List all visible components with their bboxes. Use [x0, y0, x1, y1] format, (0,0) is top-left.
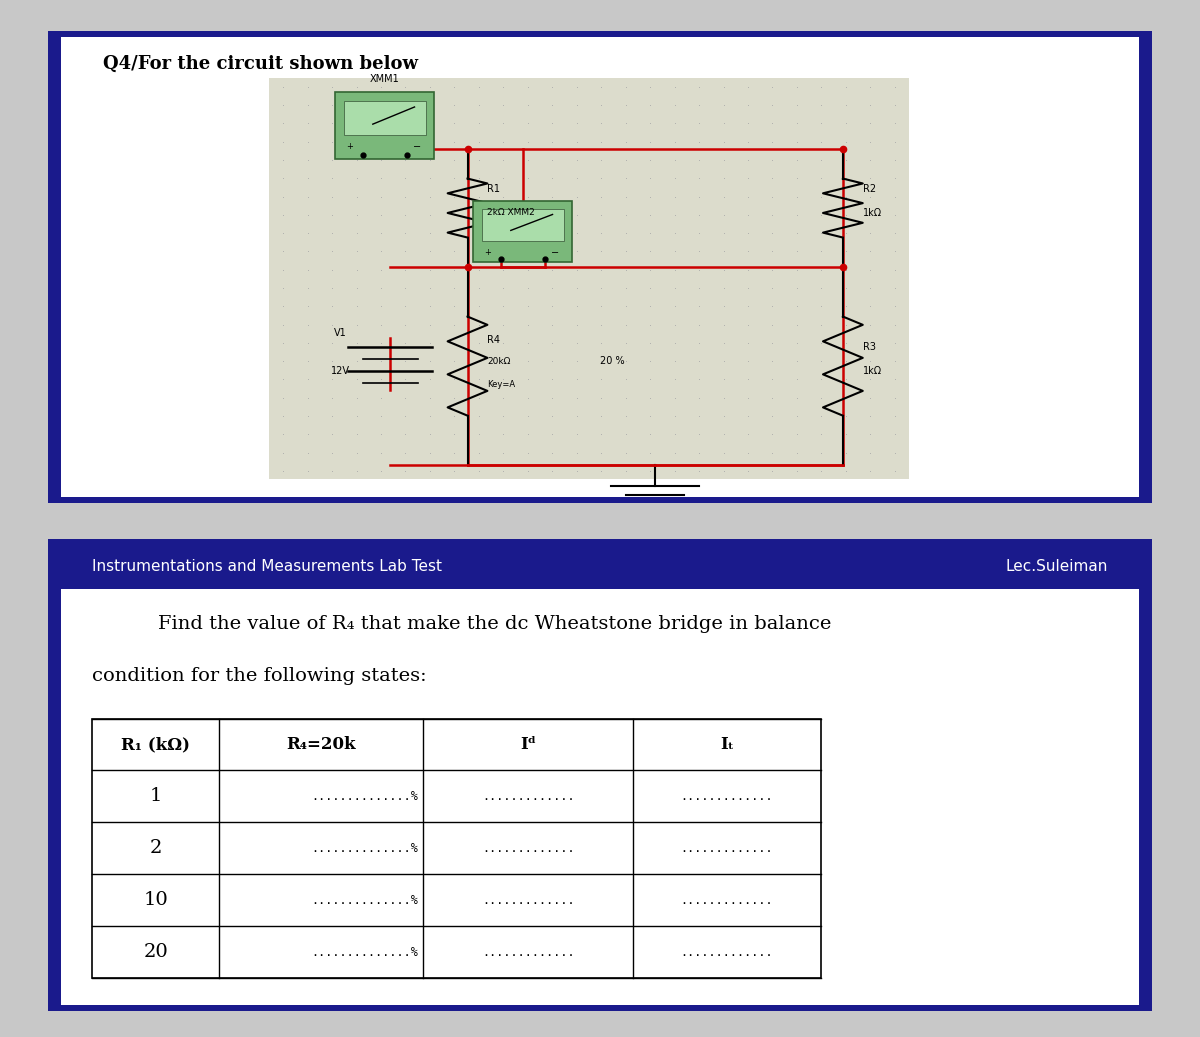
Text: 2kΩ XMM2: 2kΩ XMM2: [487, 208, 535, 218]
Text: 20 %: 20 %: [600, 357, 625, 366]
Bar: [48, 539, 61, 1011]
Bar: [1139, 31, 1152, 503]
Text: 1: 1: [150, 787, 162, 806]
Text: ..............%: ..............%: [311, 842, 418, 854]
Text: V1: V1: [334, 328, 347, 338]
Text: R4: R4: [487, 335, 500, 345]
Text: R₁ (kΩ): R₁ (kΩ): [121, 736, 190, 753]
Text: R2: R2: [863, 185, 876, 194]
Text: .............: .............: [680, 790, 773, 803]
Text: +: +: [484, 249, 491, 257]
Bar: [335, 92, 434, 159]
Bar: [48, 31, 61, 503]
Bar: [482, 209, 564, 241]
Text: .............: .............: [680, 842, 773, 854]
Text: XMM1: XMM1: [370, 74, 400, 84]
Bar: [344, 101, 426, 135]
Bar: [48, 1006, 1152, 1011]
Text: Key=A: Key=A: [487, 381, 516, 390]
Text: −: −: [551, 248, 559, 258]
Text: .............: .............: [482, 790, 575, 803]
Text: +: +: [346, 142, 353, 151]
Text: 10: 10: [143, 891, 168, 909]
Text: −: −: [413, 142, 421, 151]
Text: condition for the following states:: condition for the following states:: [92, 667, 427, 685]
Text: Lec.Suleiman: Lec.Suleiman: [1006, 559, 1108, 574]
Text: ..............%: ..............%: [311, 894, 418, 906]
Text: 2: 2: [150, 839, 162, 858]
Text: ..............%: ..............%: [311, 790, 418, 803]
Text: .............: .............: [482, 842, 575, 854]
Text: .............: .............: [482, 894, 575, 906]
Bar: [1139, 539, 1152, 1011]
Text: 1kΩ: 1kΩ: [863, 366, 882, 375]
Text: R3: R3: [863, 342, 876, 353]
Text: ..............%: ..............%: [311, 946, 418, 958]
Text: Q4/For the circuit shown below: Q4/For the circuit shown below: [103, 55, 419, 73]
Bar: [48, 498, 1152, 503]
Bar: [61, 544, 1139, 589]
Text: .............: .............: [680, 894, 773, 906]
Text: .............: .............: [680, 946, 773, 958]
Text: 20kΩ: 20kΩ: [487, 357, 511, 366]
Text: .............: .............: [482, 946, 575, 958]
Text: Iᵈ: Iᵈ: [520, 736, 536, 753]
Text: R1: R1: [487, 185, 500, 194]
Text: Find the value of R₄ that make the dc Wheatstone bridge in balance: Find the value of R₄ that make the dc Wh…: [158, 615, 832, 634]
Bar: [48, 539, 1152, 544]
Bar: [92, 719, 821, 978]
Text: R₄=20k: R₄=20k: [287, 736, 356, 753]
Text: 1kΩ: 1kΩ: [863, 207, 882, 218]
Bar: [269, 79, 910, 479]
Bar: [48, 31, 1152, 36]
Bar: [473, 201, 572, 262]
Text: Instrumentations and Measurements Lab Test: Instrumentations and Measurements Lab Te…: [92, 559, 442, 574]
Text: 20: 20: [143, 943, 168, 961]
Text: Iₜ: Iₜ: [720, 736, 734, 753]
Text: 12V: 12V: [331, 366, 350, 375]
